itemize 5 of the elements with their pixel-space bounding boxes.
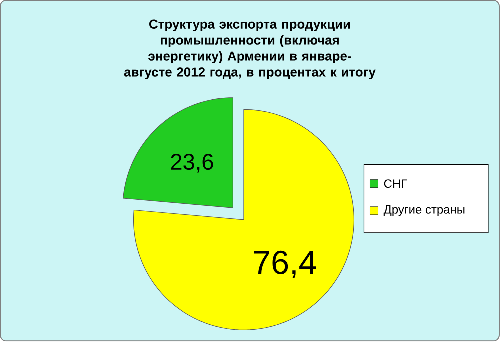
legend-label: Другие страны	[384, 206, 465, 216]
chart-title: Структура экспорта продукции промышленности (включая энергетику) Армении в январе-августе 2012 года, в процентах к итогу	[124, 20, 376, 80]
data-label: 23,6	[171, 154, 214, 173]
data-label: 76,4	[254, 251, 316, 279]
legend-label: СНГ	[384, 180, 408, 188]
